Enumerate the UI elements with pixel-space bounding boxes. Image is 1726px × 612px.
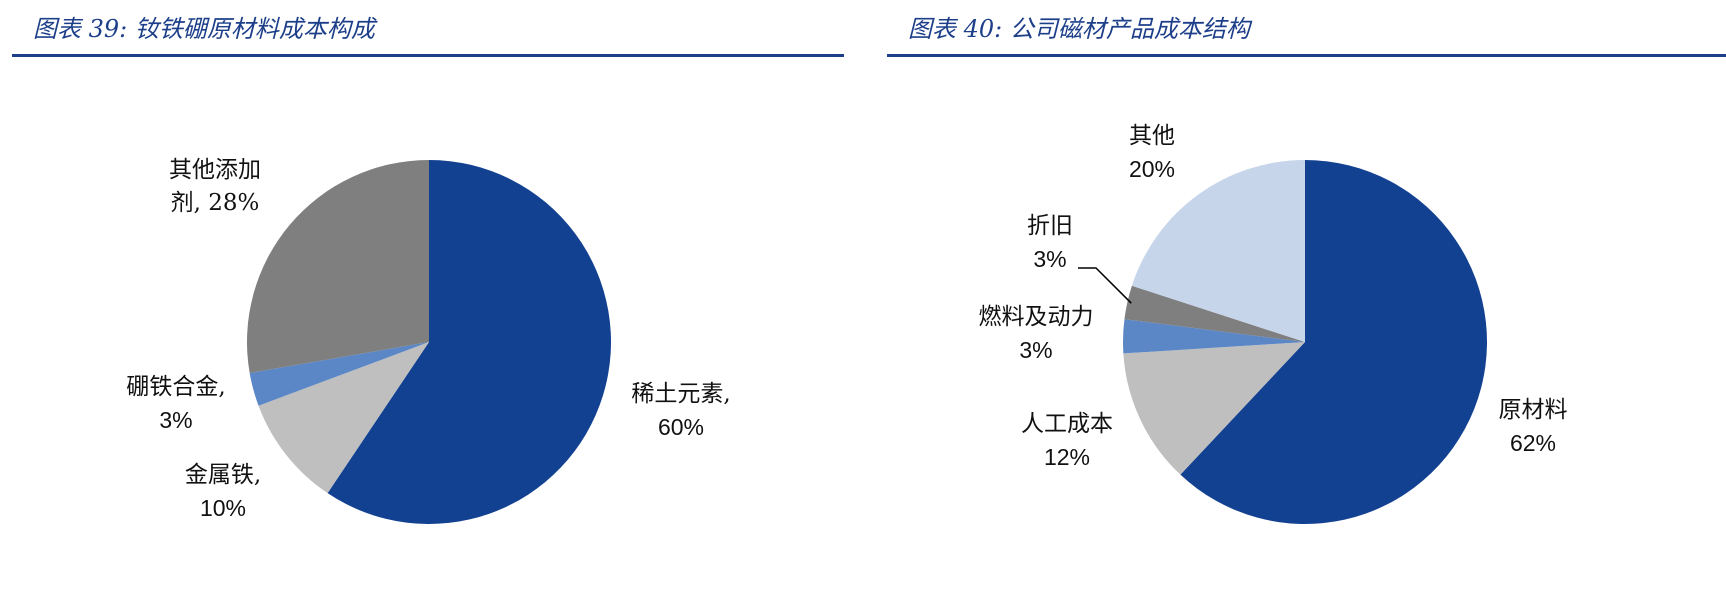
slice-label-metallic-iron: 金属铁, 10% [184,462,262,521]
pie-slice-1 [258,342,429,494]
chart-title: 图表 40: 公司磁材产品成本结构 [908,15,1250,43]
slice-label-other-additives: 其他添加 剂, 28% [169,157,261,216]
slice-label-ferroboron: 硼铁合金, 3% [126,374,226,433]
chart-panel-40: 图表 40: 公司磁材产品成本结构 其他 20% 折旧 3% 燃料及动力 3% … [880,0,1726,612]
slice-label-raw-material: 原材料 62% [1498,397,1568,456]
title-divider [887,54,1726,57]
pie-slice-1 [1123,342,1305,475]
pie-slice-4 [1131,160,1305,342]
slice-label-labor: 人工成本 12% [1021,411,1113,470]
pie-slice-2 [1123,319,1305,354]
title-divider [12,54,844,57]
pie-slice-3 [1124,285,1305,342]
pie-chart-neodymium-cost [246,160,611,524]
chart-title: 图表 39: 钕铁硼原材料成本构成 [33,15,375,43]
slice-label-other: 其他 20% [1128,123,1176,182]
pie-slice-0 [1180,160,1487,524]
pie-slice-2 [249,342,429,406]
slice-label-fuel-power: 燃料及动力 3% [978,304,1094,363]
chart-panel-39: 图表 39: 钕铁硼原材料成本构成 其他添加 剂, 28% 硼铁合金, 3% 金… [0,0,860,612]
leader-line [1078,267,1132,304]
slice-label-rare-earth: 稀土元素, 60% [631,381,731,440]
slice-label-depreciation: 折旧 3% [1027,213,1073,272]
pie-slice-3 [246,160,429,373]
pie-chart-magnet-cost [1078,160,1487,524]
pie-slice-0 [327,160,611,524]
